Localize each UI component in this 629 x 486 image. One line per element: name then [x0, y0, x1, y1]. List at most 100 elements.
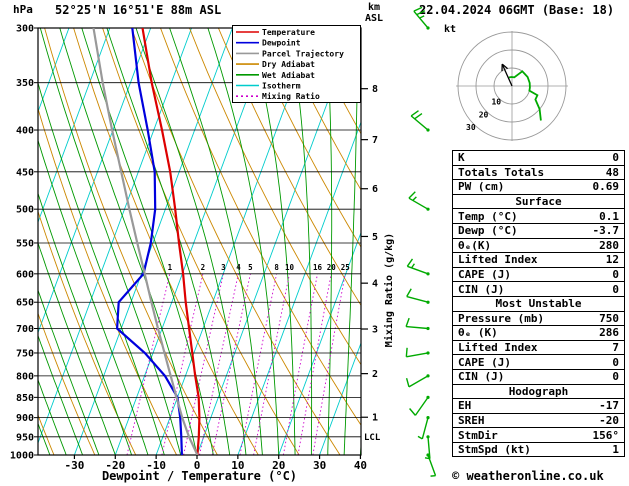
x-tick-label: 0: [194, 459, 201, 472]
stat-value: 7: [612, 341, 619, 355]
mixing-ratio-value: 10: [285, 263, 295, 272]
x-tick-label: -30: [64, 459, 84, 472]
pressure-tick-label: 450: [16, 167, 34, 178]
km-label: km: [367, 2, 381, 13]
x-axis-title: Dewpoint / Temperature (°C): [101, 469, 298, 483]
x-tick-label: -10: [146, 459, 166, 472]
x-tick-label: 20: [272, 459, 285, 472]
hodograph-wind-trace: [508, 70, 542, 121]
hodograph-ring-label: 20: [479, 110, 489, 119]
stat-value: 12: [605, 253, 619, 267]
pressure-tick-label: 600: [16, 269, 34, 280]
mixing-ratio-value: 20: [327, 263, 337, 272]
stat-row-mu-thetae: θₑ (K) 286: [453, 326, 624, 341]
km-tick-label: 1: [372, 413, 378, 424]
stat-value: 286: [599, 326, 619, 340]
stat-row-pw: PW (cm) 0.69: [453, 180, 624, 195]
stat-label: θₑ (K): [458, 326, 498, 340]
mixing-ratio-axis-label: Mixing Ratio (g/kg): [383, 233, 395, 347]
km-tick-label: 3: [372, 325, 378, 336]
parcel-trajectory-c-curve: [92, 28, 199, 455]
stat-row-mu-cin: CIN (J) 0: [453, 370, 624, 385]
stat-value: 0: [612, 268, 619, 282]
pressure-tick-label: 850: [16, 393, 34, 404]
pressure-tick-label: 750: [16, 348, 34, 359]
datetime-title: 22.04.2024 06GMT (Base: 18): [419, 3, 615, 17]
legend-label-parcel-trajectory: Parcel Trajectory: [262, 48, 344, 58]
km-tick-label: 7: [372, 135, 378, 146]
hodograph-ring-label: 10: [491, 98, 501, 107]
mixing-ratio-value: 5: [248, 263, 253, 272]
pressure-tick-label: 1000: [10, 451, 34, 462]
pressure-tick-label: 350: [16, 78, 34, 89]
pressure-tick-label: 700: [16, 324, 34, 335]
section-title: Most Unstable: [495, 297, 582, 311]
stat-label: K: [458, 151, 465, 165]
stat-row-sfc-dewp: Dewp (°C) -3.7: [453, 224, 624, 239]
hodograph-unit-label: kt: [444, 24, 456, 35]
pressure-tick-label: 650: [16, 298, 34, 309]
mixing-ratio-value: 16: [313, 263, 323, 272]
mixing-ratio-axis: Mixing Ratio (g/kg): [383, 233, 395, 347]
legend-label-dry-adiabat: Dry Adiabat: [262, 59, 315, 69]
stat-value: -17: [599, 399, 619, 413]
stat-label: EH: [458, 399, 472, 413]
legend-label-mixing-ratio: Mixing Ratio: [262, 91, 320, 101]
mixing-ratio-value: 8: [274, 263, 279, 272]
stat-row-sfc-li: Lifted Index 12: [453, 253, 624, 268]
km-tick-label: 2: [372, 369, 378, 380]
mixing-ratio-value: 4: [236, 263, 241, 272]
stat-row-eh: EH -17: [453, 399, 624, 414]
pressure-tick-label: 300: [16, 24, 34, 35]
stat-value: 0: [612, 370, 619, 384]
x-axis-ticks: -30 -20 -10 0 10 20 30 40: [64, 455, 367, 472]
stat-label: CAPE (J): [458, 355, 511, 369]
stat-value: 0.1: [599, 209, 619, 223]
stat-row-totals-totals: Totals Totals 48: [453, 166, 624, 181]
section-title: Surface: [515, 195, 562, 209]
stats-section-most-unstable: Most Unstable: [453, 297, 624, 312]
pressure-tick-label: 900: [16, 413, 34, 424]
stat-row-sfc-temp: Temp (°C) 0.1: [453, 209, 624, 224]
x-tick-label: -20: [105, 459, 125, 472]
lcl-label: LCL: [364, 433, 381, 443]
stat-row-sfc-cape: CAPE (J) 0: [453, 268, 624, 283]
stat-value: -3.7: [592, 224, 620, 238]
storm-motion-arrow: [501, 63, 513, 87]
mixing-ratio-value: 25: [341, 263, 350, 272]
stat-row-stmspd: StmSpd (kt) 1: [453, 443, 624, 458]
asl-label: ASL: [364, 13, 384, 24]
mixing-ratio-value-labels: 1 2 3 4 5 8 10 16 20 25: [168, 263, 350, 272]
temperature-c-curve: [141, 28, 201, 455]
x-tick-label: 40: [354, 459, 367, 472]
stat-row-mu-li: Lifted Index 7: [453, 341, 624, 356]
stat-row-stmdir: StmDir 156°: [453, 428, 624, 443]
stats-section-surface: Surface: [453, 195, 624, 210]
altitude-unit-label: km ASL: [356, 2, 392, 24]
stat-value: 0.69: [592, 180, 620, 194]
stat-label: CAPE (J): [458, 268, 511, 282]
stat-row-mu-pressure: Pressure (mb) 750: [453, 312, 624, 327]
mixing-ratio-value: 2: [201, 263, 206, 272]
stat-row-sfc-thetae: θₑ(K) 280: [453, 239, 624, 254]
stat-label: Dewp (°C): [458, 224, 518, 238]
pressure-unit-label: hPa: [13, 3, 33, 16]
km-tick-label: 4: [372, 279, 378, 290]
stat-value: -20: [599, 413, 619, 427]
stat-label: Lifted Index: [458, 253, 538, 267]
dry-adiabat-lines: [38, 28, 361, 455]
stat-label: CIN (J): [458, 370, 505, 384]
mixing-ratio-value: 3: [221, 263, 226, 272]
km-tick-label: 6: [372, 184, 378, 195]
pressure-tick-label: 800: [16, 371, 34, 382]
stat-label: Totals Totals: [458, 165, 545, 179]
stat-label: θₑ(K): [458, 238, 492, 252]
skewt-chart: 1 2 3 4 5 8 10 16 20 2530035040045050055060065070…: [10, 6, 437, 477]
stat-value: 0: [612, 282, 619, 296]
pressure-gridlines: 300 350 400 450 500 550 600 650 700 750 800 850 900 9…: [10, 24, 361, 462]
wind-barb-column: [405, 6, 437, 477]
